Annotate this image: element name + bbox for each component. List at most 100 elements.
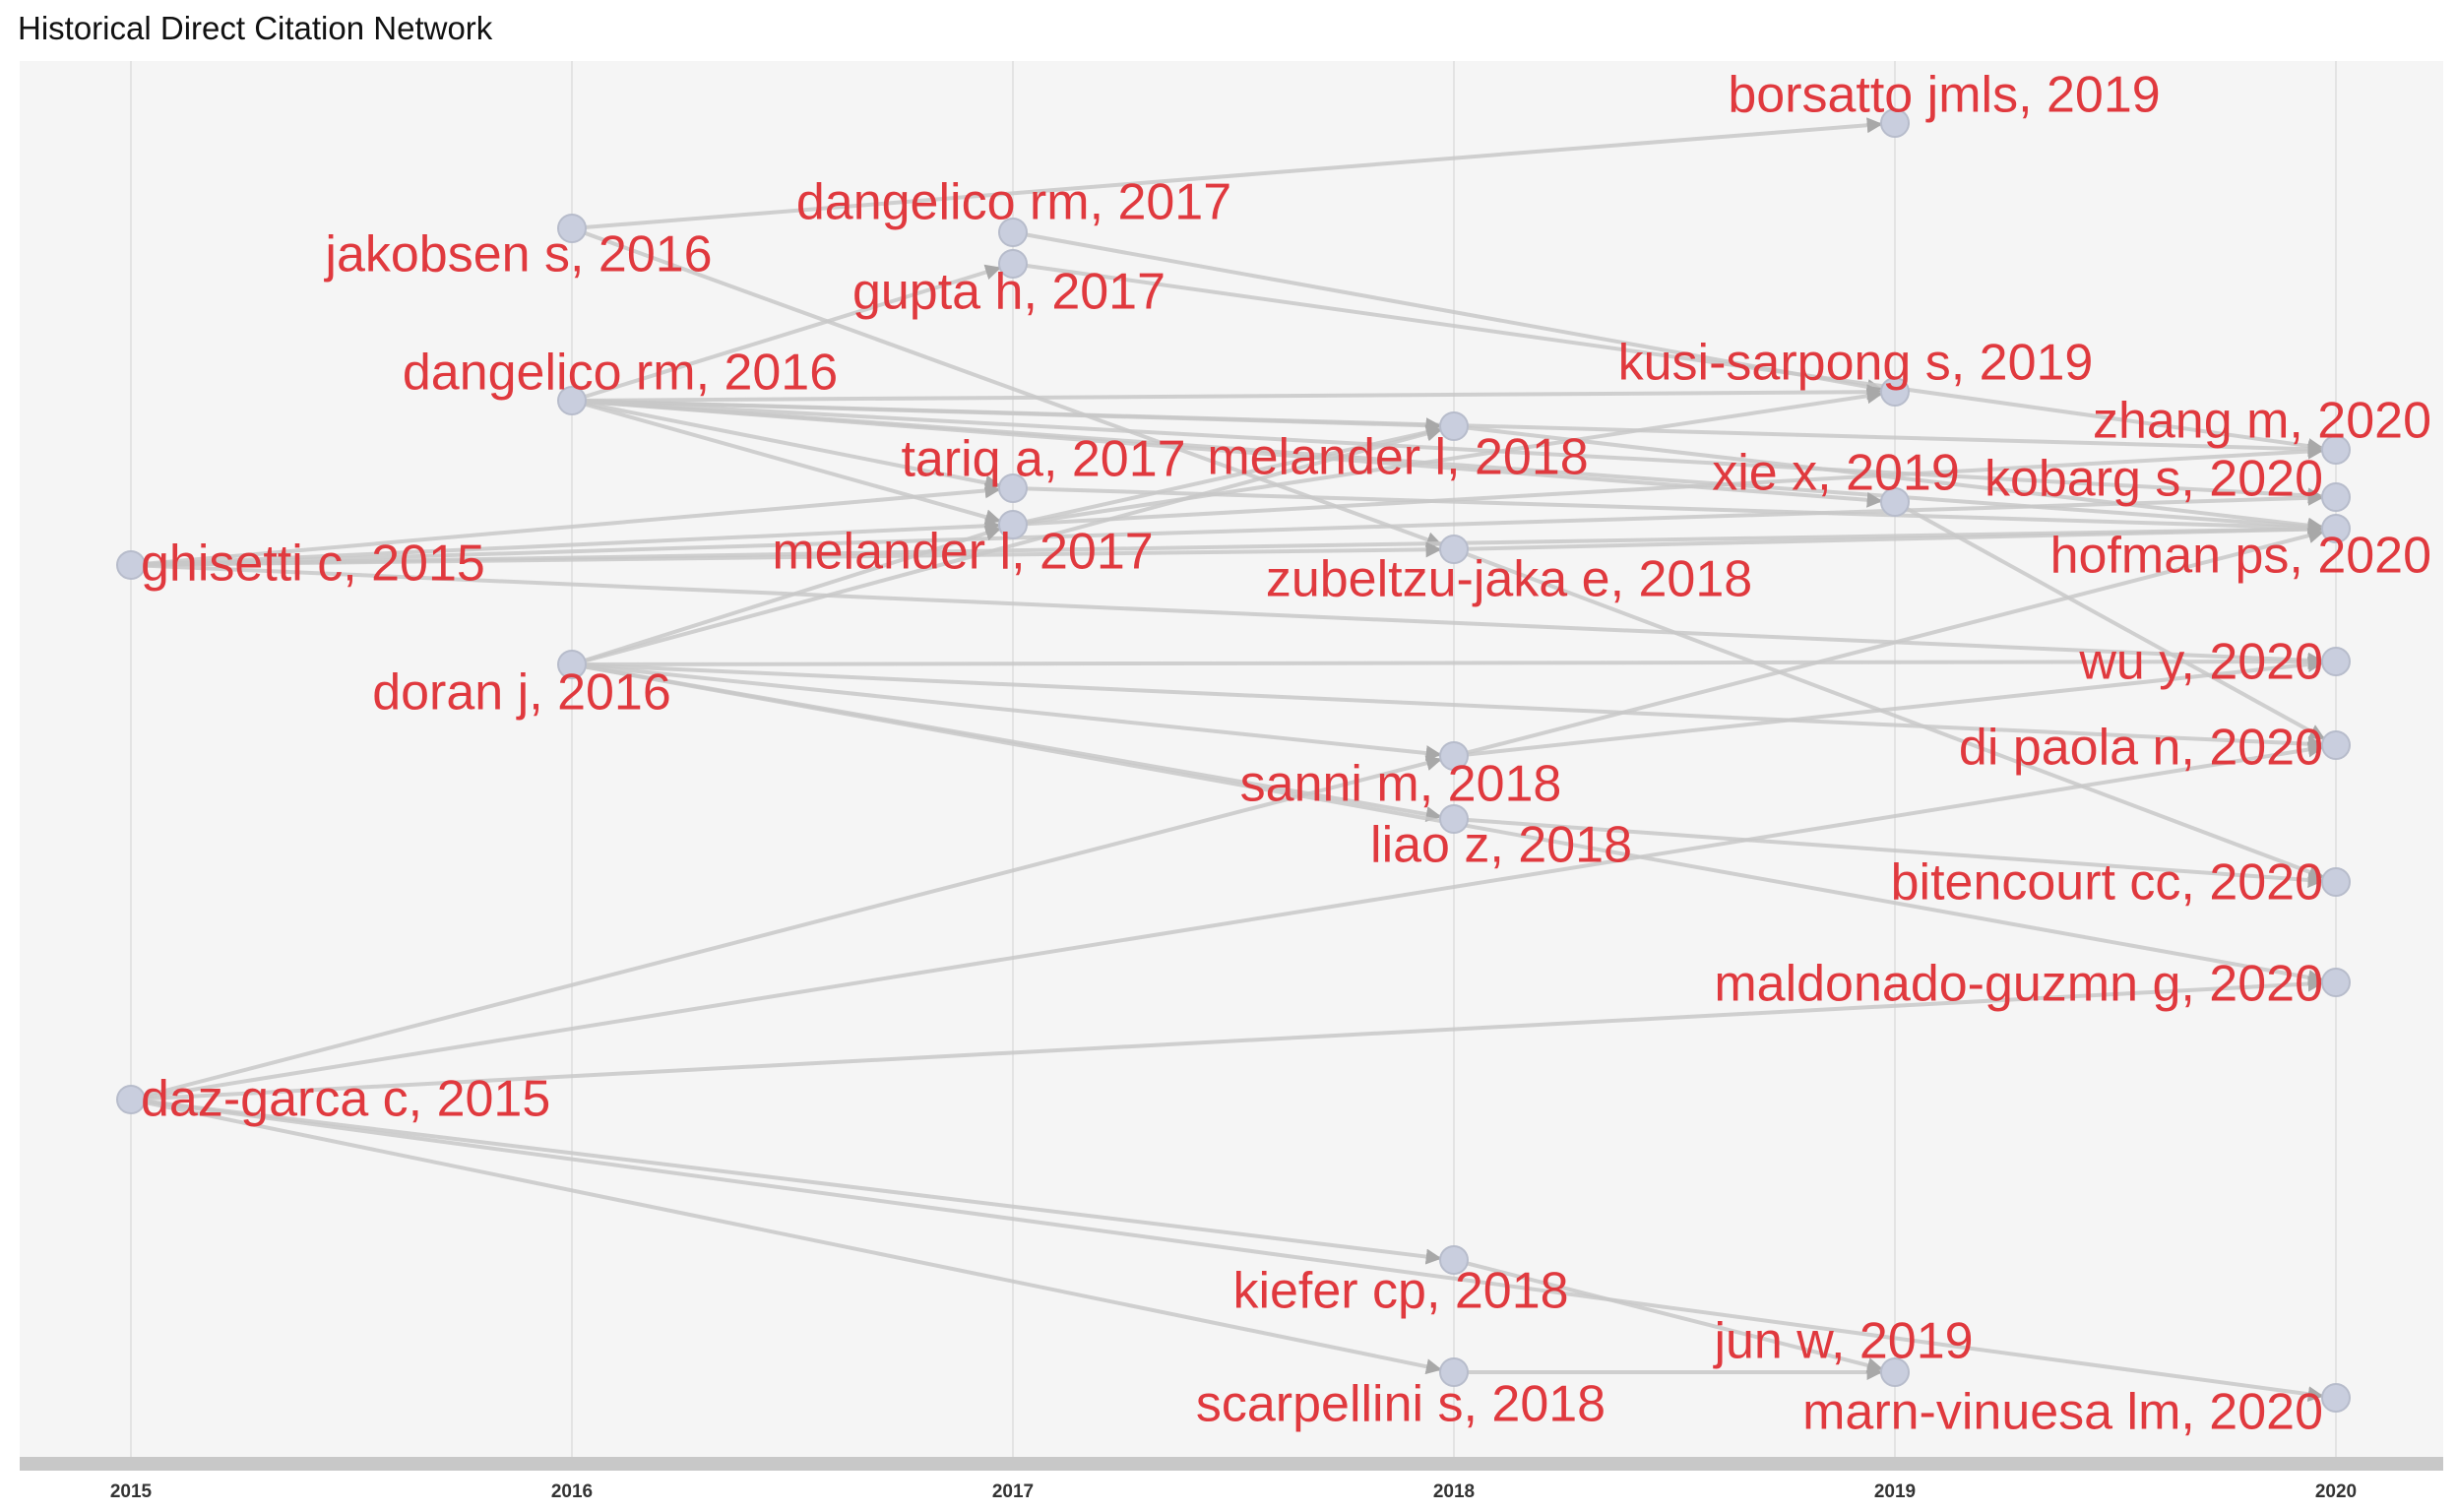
node-label-wu: wu y, 2020 <box>2078 634 2323 691</box>
citation-edge-melander17-to-melander18 <box>1012 424 1442 527</box>
citation-edge-dangelico16-to-melander18 <box>571 399 1442 434</box>
paper-labels: borsatto jmls, 2019 jakobsen s, 2016 dange… <box>141 67 2431 1441</box>
node-liao <box>1439 804 1469 834</box>
citation-edge-sanni-to-hofman <box>1453 528 2324 758</box>
node-dangelico16 <box>557 386 587 415</box>
node-label-liao: liao z, 2018 <box>1370 817 1632 874</box>
citation-edge-ghisetti-to-tariq <box>130 482 1001 567</box>
axis-strip <box>20 1457 2443 1471</box>
citation-edge-dangelico16-to-kusi <box>571 384 1883 403</box>
node-label-melander18: melander l, 2018 <box>1207 429 1588 486</box>
node-dipaola <box>2321 730 2351 760</box>
node-label-tariq: tariq a, 2017 <box>901 431 1185 488</box>
node-maldonado <box>2321 968 2351 997</box>
citation-edge-tariq-to-hofman <box>1012 486 2324 536</box>
node-wu <box>2321 647 2351 676</box>
year-tick-2019: 2019 <box>1874 1481 1916 1502</box>
citation-edge-liao-to-bitencourt <box>1453 817 2324 888</box>
node-label-kobarg: kobarg s, 2020 <box>1984 451 2323 508</box>
node-kusi <box>1880 377 1910 407</box>
citation-edge-doran-to-sanni <box>571 662 1442 762</box>
citation-edge-diaz-to-marn <box>130 1098 2324 1403</box>
paper-nodes <box>116 108 2351 1413</box>
citation-edge-ghisetti-to-wu <box>130 563 2324 668</box>
node-label-dangelico17: dangelico rm, 2017 <box>796 174 1231 231</box>
citation-edge-dangelico17-to-kusi <box>1012 230 1883 395</box>
node-label-zhang: zhang m, 2020 <box>2093 393 2431 450</box>
node-label-gupta: gupta h, 2017 <box>852 264 1166 321</box>
node-label-zubeltzu: zubeltzu-jaka e, 2018 <box>1266 551 1752 608</box>
node-label-doran: doran j, 2016 <box>372 664 671 722</box>
citation-edge-xie-to-dipaola <box>1894 500 2326 740</box>
citation-edge-zubeltzu-to-hofman <box>1453 521 2324 551</box>
node-label-sanni: sanni m, 2018 <box>1240 756 1562 813</box>
node-tariq <box>998 473 1028 503</box>
node-dangelico17 <box>998 218 1028 247</box>
node-label-marn: marn-vinuesa lm, 2020 <box>1802 1384 2323 1441</box>
node-sanni <box>1439 741 1469 771</box>
node-label-maldonado: maldonado-guzmn g, 2020 <box>1714 956 2323 1013</box>
citation-edge-diaz-to-maldonado <box>130 976 2324 1102</box>
citation-edge-melander17-to-zhang <box>1012 443 2324 527</box>
node-melander18 <box>1439 411 1469 441</box>
citation-edge-melander17-to-kusi <box>1012 388 1883 527</box>
node-zubeltzu <box>1439 535 1469 564</box>
citation-edge-diaz-to-sanni <box>130 755 1442 1102</box>
node-label-borsatto: borsatto jmls, 2019 <box>1728 67 2160 124</box>
citation-edge-dangelico16-to-melander17 <box>571 399 1002 526</box>
citation-edge-ghisetti-to-kobarg <box>130 489 2324 567</box>
citation-edge-doran-to-dipaola <box>571 662 2324 752</box>
citation-edge-doran-to-wu <box>571 654 2324 670</box>
node-label-ghisetti: ghisetti c, 2015 <box>141 536 485 593</box>
citation-edge-melander18-to-hofman <box>1453 424 2324 534</box>
year-tick-2020: 2020 <box>2315 1481 2357 1502</box>
year-axis: 2015 2016 2017 2018 2019 2020 <box>110 1481 2357 1502</box>
year-tick-2015: 2015 <box>110 1481 153 1502</box>
node-label-dangelico16: dangelico rm, 2016 <box>403 345 838 402</box>
node-label-diaz: daz-garca c, 2015 <box>141 1071 550 1128</box>
node-label-kiefer: kiefer cp, 2018 <box>1232 1263 1568 1320</box>
citation-edge-diaz-to-kiefer <box>130 1098 1442 1265</box>
node-doran <box>557 650 587 679</box>
citation-edge-diaz-to-dipaola <box>130 741 2324 1102</box>
citation-edge-gupta-to-zhang <box>1012 262 2324 454</box>
node-zhang <box>2321 435 2351 465</box>
year-tick-2017: 2017 <box>992 1481 1034 1502</box>
citation-edge-jakobsen-to-borsatto <box>571 117 1883 230</box>
node-label-jakobsen: jakobsen s, 2016 <box>323 226 712 284</box>
node-label-bitencourt: bitencourt cc, 2020 <box>1891 854 2323 912</box>
node-xie <box>1880 487 1910 517</box>
node-gupta <box>998 249 1028 279</box>
chart-title: Historical Direct Citation Network <box>18 10 493 46</box>
node-label-melander17: melander l, 2017 <box>772 524 1153 581</box>
node-label-xie: xie x, 2019 <box>1712 445 1960 502</box>
node-label-scarpellini: scarpellini s, 2018 <box>1196 1376 1606 1433</box>
node-borsatto <box>1880 108 1910 138</box>
node-jakobsen <box>557 214 587 243</box>
citation-edge-sanni-to-wu <box>1453 657 2324 758</box>
citation-edge-doran-to-melander17 <box>571 525 1002 666</box>
node-ghisetti <box>116 550 146 580</box>
year-tick-2016: 2016 <box>551 1481 593 1502</box>
node-bitencourt <box>2321 867 2351 897</box>
citation-edge-ghisetti-to-zubeltzu <box>130 541 1442 567</box>
citation-edge-dangelico16-to-kobarg <box>571 399 2324 504</box>
citation-edge-zubeltzu-to-bitencourt <box>1453 547 2325 880</box>
node-hofman <box>2321 514 2351 543</box>
citation-edge-kiefer-to-jun <box>1453 1258 1883 1373</box>
year-tick-2018: 2018 <box>1433 1481 1475 1502</box>
node-label-kusi: kusi-sarpong s, 2019 <box>1618 335 2094 392</box>
citation-edge-diaz-to-scarpellini <box>130 1098 1442 1375</box>
citation-edges <box>130 117 2326 1403</box>
citation-edge-jakobsen-to-zubeltzu <box>571 226 1443 547</box>
node-melander17 <box>998 510 1028 539</box>
node-scarpellini <box>1439 1357 1469 1387</box>
node-diaz <box>116 1085 146 1114</box>
node-kiefer <box>1439 1245 1469 1275</box>
citation-edge-dangelico16-to-xie <box>571 399 1883 508</box>
citation-edge-dangelico16-to-tariq <box>571 399 1001 491</box>
citation-edge-dangelico16-to-gupta <box>571 264 1002 403</box>
node-marn <box>2321 1383 2351 1413</box>
citation-edge-doran-to-melander18 <box>571 425 1443 666</box>
